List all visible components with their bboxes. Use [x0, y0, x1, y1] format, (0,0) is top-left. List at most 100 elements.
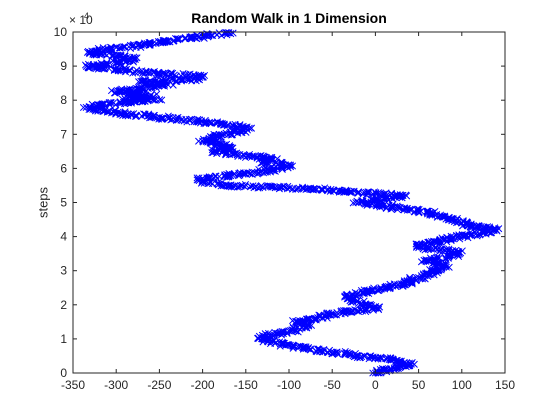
data-point	[147, 91, 155, 99]
data-point	[242, 123, 250, 132]
data-point	[453, 248, 462, 256]
data-point	[259, 335, 267, 343]
data-point	[311, 314, 319, 322]
data-point	[155, 113, 163, 121]
x-tick-label: 150	[495, 378, 515, 392]
data-point	[216, 140, 224, 149]
data-point	[358, 289, 366, 297]
x-tick-label: 50	[412, 378, 426, 392]
data-point	[220, 120, 228, 128]
data-point	[259, 158, 267, 166]
data-point	[294, 342, 302, 350]
data-point	[237, 127, 246, 135]
x-tick-label: -250	[147, 378, 171, 392]
data-point	[268, 166, 276, 174]
y-exponent-label: × 10 4	[69, 11, 93, 27]
data-point	[389, 355, 397, 363]
data-point	[138, 84, 146, 92]
y-tick-label: 6	[60, 161, 67, 175]
y-tick-label: 2	[60, 298, 67, 312]
data-point	[371, 304, 379, 312]
data-point	[389, 204, 397, 212]
data-point	[186, 117, 194, 125]
y-tick-label: 4	[60, 230, 67, 244]
data-point	[415, 241, 423, 249]
data-point	[380, 195, 388, 203]
data-point	[302, 322, 310, 330]
x-tick-label: -300	[104, 378, 128, 392]
data-point	[458, 219, 466, 227]
data-point	[155, 38, 163, 46]
data-point	[397, 192, 405, 200]
y-tick-label: 7	[60, 127, 67, 141]
y-tick-label: 8	[60, 93, 67, 107]
data-point	[268, 183, 276, 191]
data-point	[151, 96, 159, 104]
data-point	[104, 45, 112, 53]
data-point	[199, 137, 207, 145]
data-point	[129, 55, 138, 63]
y-tick-label: 3	[60, 264, 67, 278]
data-point	[199, 175, 207, 183]
data-point	[112, 65, 120, 74]
data-point	[121, 110, 129, 118]
data-point	[380, 366, 388, 374]
data-layer	[79, 29, 503, 377]
data-point	[354, 188, 362, 196]
data-point	[445, 253, 453, 261]
data-point	[389, 282, 397, 290]
x-tick-label: -350	[61, 378, 85, 392]
x-tick-label: -150	[234, 378, 258, 392]
y-tick-label: 5	[60, 196, 67, 210]
data-point	[289, 326, 297, 334]
data-point	[358, 301, 366, 309]
y-tick-label: 0	[60, 366, 67, 380]
data-point	[432, 238, 440, 246]
data-point	[86, 62, 94, 70]
data-point	[121, 94, 129, 103]
data-point	[332, 348, 341, 357]
data-point	[276, 340, 284, 348]
data-point	[294, 318, 302, 326]
data-point	[449, 234, 457, 242]
data-point	[406, 279, 414, 287]
x-tick-label: 0	[372, 378, 379, 392]
data-point	[423, 244, 431, 253]
data-point	[492, 226, 500, 234]
data-point	[220, 130, 228, 138]
data-point	[354, 198, 362, 207]
data-point	[121, 98, 129, 106]
data-point	[224, 171, 233, 179]
data-point	[86, 48, 94, 57]
y-axis-label: steps	[35, 186, 50, 218]
data-point	[207, 31, 215, 39]
data-point	[134, 42, 142, 50]
data-point	[423, 209, 431, 217]
data-point	[207, 134, 215, 142]
y-exponent-power: 4	[84, 11, 89, 21]
data-point	[363, 306, 371, 314]
data-point	[354, 352, 362, 360]
data-point	[432, 267, 440, 275]
data-point	[181, 35, 189, 43]
data-point	[371, 354, 379, 362]
data-point	[147, 69, 155, 77]
data-point	[415, 273, 423, 282]
data-point	[268, 156, 276, 164]
data-point	[233, 151, 241, 159]
data-point	[311, 185, 319, 193]
x-tick-label: 100	[452, 378, 472, 392]
data-point	[423, 256, 431, 265]
data-point	[224, 181, 233, 190]
data-point	[95, 64, 103, 72]
y-tick-label: 9	[60, 59, 67, 73]
data-point	[406, 205, 414, 213]
data-point	[484, 227, 492, 236]
data-point	[186, 76, 194, 84]
x-tick-label: -50	[324, 378, 342, 392]
data-point	[337, 308, 345, 316]
data-point	[112, 59, 120, 67]
data-point	[242, 169, 250, 178]
